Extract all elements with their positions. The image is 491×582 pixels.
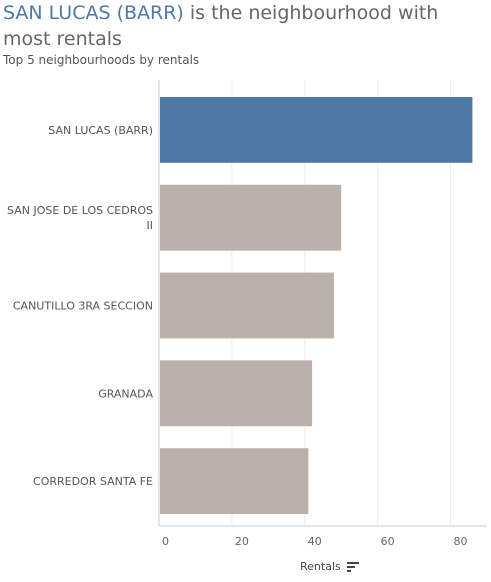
x-tick-label: 40 bbox=[308, 535, 322, 548]
bar[interactable] bbox=[160, 272, 334, 339]
category-label: CORREDOR SANTA FE bbox=[33, 475, 153, 488]
chart-subtitle: Top 5 neighbourhoods by rentals bbox=[3, 53, 200, 67]
category-label: GRANADA bbox=[98, 387, 153, 400]
bar[interactable] bbox=[160, 96, 473, 163]
x-tick-label: 0 bbox=[162, 535, 169, 548]
bar[interactable] bbox=[160, 184, 342, 251]
chart-title: SAN LUCAS (BARR) is the neighbourhood wi… bbox=[3, 0, 473, 52]
x-axis-title-group[interactable]: Rentals bbox=[300, 560, 359, 573]
x-tick-label: 60 bbox=[381, 535, 395, 548]
x-tick-label: 80 bbox=[454, 535, 468, 548]
category-label: CANUTILLO 3RA SECCION bbox=[13, 300, 153, 313]
category-label: SAN JOSE DE LOS CEDROS bbox=[7, 204, 153, 217]
title-rest: is the neighbourhood with most rentals bbox=[3, 2, 439, 50]
title-highlight: SAN LUCAS (BARR) bbox=[3, 2, 184, 24]
category-label: II bbox=[147, 219, 154, 232]
sort-descending-icon[interactable] bbox=[346, 561, 359, 572]
x-tick-label: 20 bbox=[235, 535, 249, 548]
x-axis-title: Rentals bbox=[300, 560, 341, 573]
category-label: SAN LUCAS (BARR) bbox=[48, 124, 153, 137]
bar[interactable] bbox=[160, 360, 313, 427]
bar[interactable] bbox=[160, 448, 309, 515]
